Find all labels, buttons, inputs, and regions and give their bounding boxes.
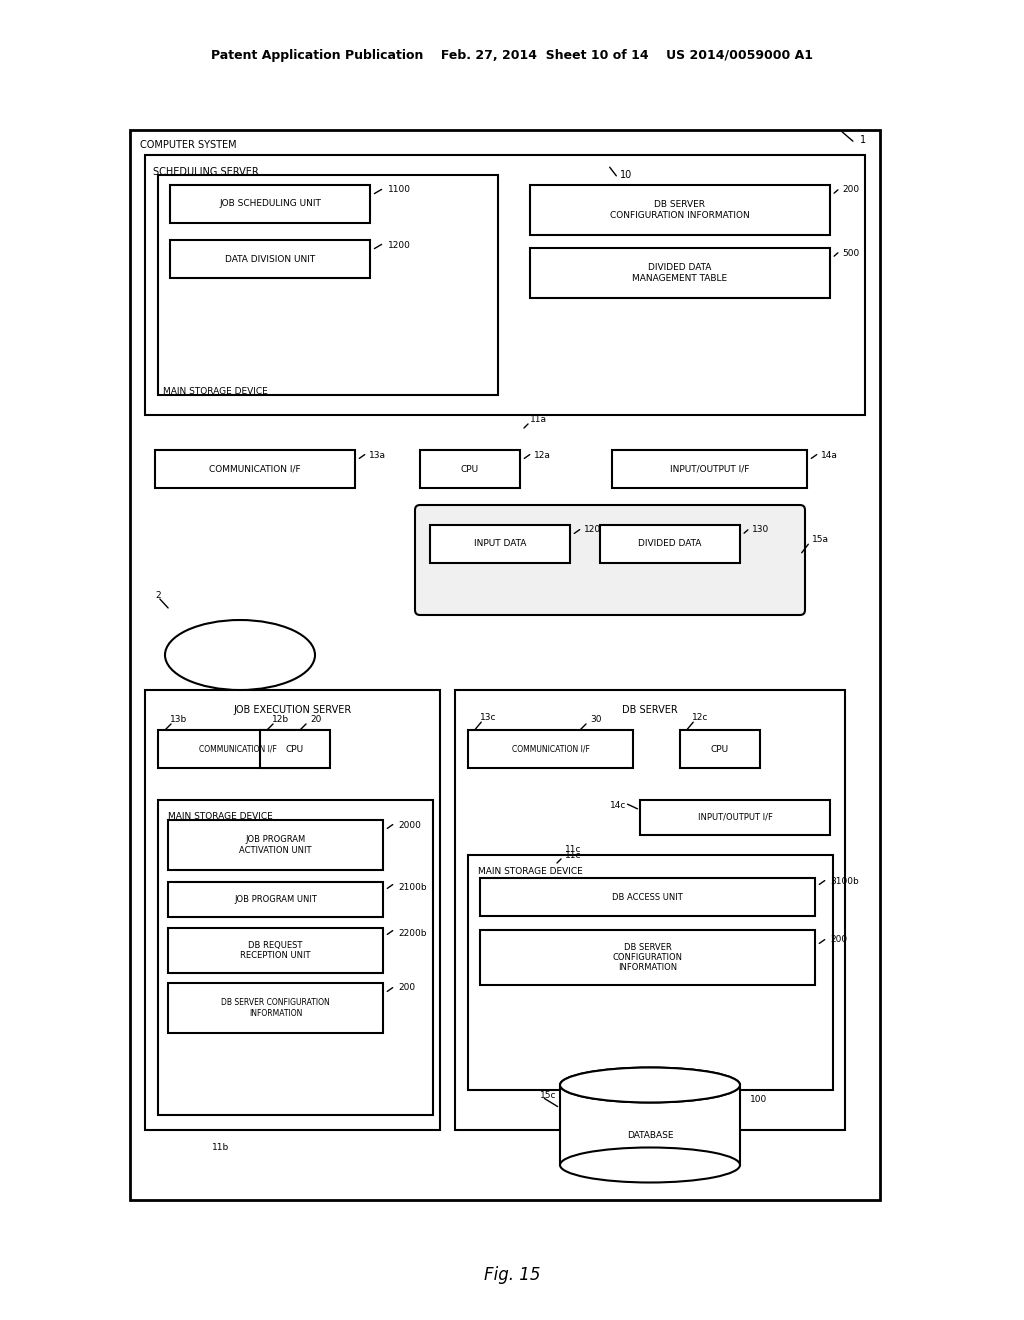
FancyBboxPatch shape — [260, 730, 330, 768]
FancyBboxPatch shape — [168, 882, 383, 917]
Text: DB ACCESS UNIT: DB ACCESS UNIT — [612, 892, 683, 902]
Text: 200: 200 — [398, 983, 415, 993]
FancyBboxPatch shape — [430, 525, 570, 564]
FancyBboxPatch shape — [158, 176, 498, 395]
Text: Patent Application Publication    Feb. 27, 2014  Sheet 10 of 14    US 2014/00590: Patent Application Publication Feb. 27, … — [211, 49, 813, 62]
Text: 130: 130 — [752, 525, 769, 535]
Text: JOB EXECUTION SERVER: JOB EXECUTION SERVER — [233, 705, 351, 715]
Text: 12b: 12b — [272, 715, 289, 725]
Text: 2100b: 2100b — [398, 883, 427, 891]
Text: 200: 200 — [842, 186, 859, 194]
Text: DIVIDED DATA
MANAGEMENT TABLE: DIVIDED DATA MANAGEMENT TABLE — [633, 263, 728, 282]
FancyBboxPatch shape — [480, 878, 815, 916]
FancyBboxPatch shape — [145, 690, 440, 1130]
Text: 1: 1 — [860, 135, 866, 145]
FancyBboxPatch shape — [612, 450, 807, 488]
Text: COMPUTER SYSTEM: COMPUTER SYSTEM — [140, 140, 237, 150]
Text: 11c: 11c — [565, 846, 582, 854]
FancyBboxPatch shape — [530, 248, 830, 298]
FancyBboxPatch shape — [168, 928, 383, 973]
Text: 500: 500 — [842, 248, 859, 257]
FancyBboxPatch shape — [170, 185, 370, 223]
FancyBboxPatch shape — [455, 690, 845, 1130]
Text: 14c: 14c — [610, 800, 627, 809]
Text: COMMUNICATION I/F: COMMUNICATION I/F — [199, 744, 276, 754]
Text: DATABASE: DATABASE — [627, 1130, 673, 1139]
Text: MAIN STORAGE DEVICE: MAIN STORAGE DEVICE — [168, 812, 272, 821]
Text: CPU: CPU — [711, 744, 729, 754]
FancyBboxPatch shape — [158, 800, 433, 1115]
Text: CPU: CPU — [286, 744, 304, 754]
Text: INPUT DATA: INPUT DATA — [474, 540, 526, 549]
Text: CPU: CPU — [461, 465, 479, 474]
FancyBboxPatch shape — [680, 730, 760, 768]
Text: 15a: 15a — [812, 536, 829, 544]
FancyBboxPatch shape — [468, 730, 633, 768]
Text: INPUT/OUTPUT I/F: INPUT/OUTPUT I/F — [670, 465, 750, 474]
Text: DB SERVER
CONFIGURATION INFORMATION: DB SERVER CONFIGURATION INFORMATION — [610, 201, 750, 219]
Text: 14a: 14a — [821, 450, 838, 459]
Text: 3100b: 3100b — [830, 876, 859, 886]
FancyBboxPatch shape — [170, 240, 370, 279]
Text: 11b: 11b — [212, 1143, 229, 1152]
Text: 30: 30 — [590, 715, 601, 725]
Text: DB SERVER
CONFIGURATION
INFORMATION: DB SERVER CONFIGURATION INFORMATION — [612, 942, 683, 973]
Text: 11c: 11c — [565, 850, 582, 859]
Text: 12a: 12a — [534, 450, 551, 459]
Text: DB SERVER: DB SERVER — [623, 705, 678, 715]
Text: 12c: 12c — [692, 714, 709, 722]
FancyBboxPatch shape — [530, 185, 830, 235]
FancyBboxPatch shape — [640, 800, 830, 836]
Text: JOB SCHEDULING UNIT: JOB SCHEDULING UNIT — [219, 199, 321, 209]
Text: Fig. 15: Fig. 15 — [483, 1266, 541, 1284]
Text: 13a: 13a — [369, 450, 386, 459]
Text: COMMUNICATION I/F: COMMUNICATION I/F — [209, 465, 301, 474]
Text: 120: 120 — [584, 525, 601, 535]
FancyBboxPatch shape — [420, 450, 520, 488]
Text: 10: 10 — [620, 170, 632, 180]
Text: JOB PROGRAM
ACTIVATION UNIT: JOB PROGRAM ACTIVATION UNIT — [240, 836, 311, 855]
FancyBboxPatch shape — [130, 129, 880, 1200]
Text: DB REQUEST
RECEPTION UNIT: DB REQUEST RECEPTION UNIT — [241, 941, 310, 960]
FancyBboxPatch shape — [480, 931, 815, 985]
Text: 100: 100 — [750, 1096, 767, 1105]
Text: DATA DIVISION UNIT: DATA DIVISION UNIT — [225, 255, 315, 264]
Text: 11a: 11a — [530, 416, 547, 425]
Text: SCHEDULING SERVER: SCHEDULING SERVER — [153, 168, 259, 177]
Text: MAIN STORAGE DEVICE: MAIN STORAGE DEVICE — [478, 867, 583, 876]
FancyBboxPatch shape — [155, 450, 355, 488]
Text: 2200b: 2200b — [398, 928, 427, 937]
Text: MAIN STORAGE DEVICE: MAIN STORAGE DEVICE — [163, 387, 267, 396]
Text: INPUT/OUTPUT I/F: INPUT/OUTPUT I/F — [697, 813, 772, 822]
FancyBboxPatch shape — [158, 730, 318, 768]
FancyBboxPatch shape — [415, 506, 805, 615]
Ellipse shape — [165, 620, 315, 690]
Text: 2000: 2000 — [398, 821, 421, 829]
Text: 1100: 1100 — [388, 186, 411, 194]
Text: JOB PROGRAM UNIT: JOB PROGRAM UNIT — [234, 895, 317, 904]
FancyBboxPatch shape — [145, 154, 865, 414]
Text: 15c: 15c — [540, 1090, 556, 1100]
FancyBboxPatch shape — [468, 855, 833, 1090]
FancyBboxPatch shape — [168, 820, 383, 870]
Ellipse shape — [560, 1147, 740, 1183]
Text: 200: 200 — [830, 936, 847, 945]
FancyBboxPatch shape — [168, 983, 383, 1034]
Text: COMMUNICATION I/F: COMMUNICATION I/F — [512, 744, 590, 754]
Ellipse shape — [560, 1068, 740, 1102]
Text: 2: 2 — [155, 590, 161, 599]
FancyBboxPatch shape — [560, 1085, 740, 1166]
Text: 20: 20 — [310, 715, 322, 725]
Text: DB SERVER CONFIGURATION
INFORMATION: DB SERVER CONFIGURATION INFORMATION — [221, 998, 330, 1018]
Text: DIVIDED DATA: DIVIDED DATA — [638, 540, 701, 549]
Ellipse shape — [560, 1068, 740, 1102]
FancyBboxPatch shape — [600, 525, 740, 564]
Text: 13c: 13c — [480, 714, 497, 722]
Text: 13b: 13b — [170, 715, 187, 725]
Text: 1200: 1200 — [388, 240, 411, 249]
